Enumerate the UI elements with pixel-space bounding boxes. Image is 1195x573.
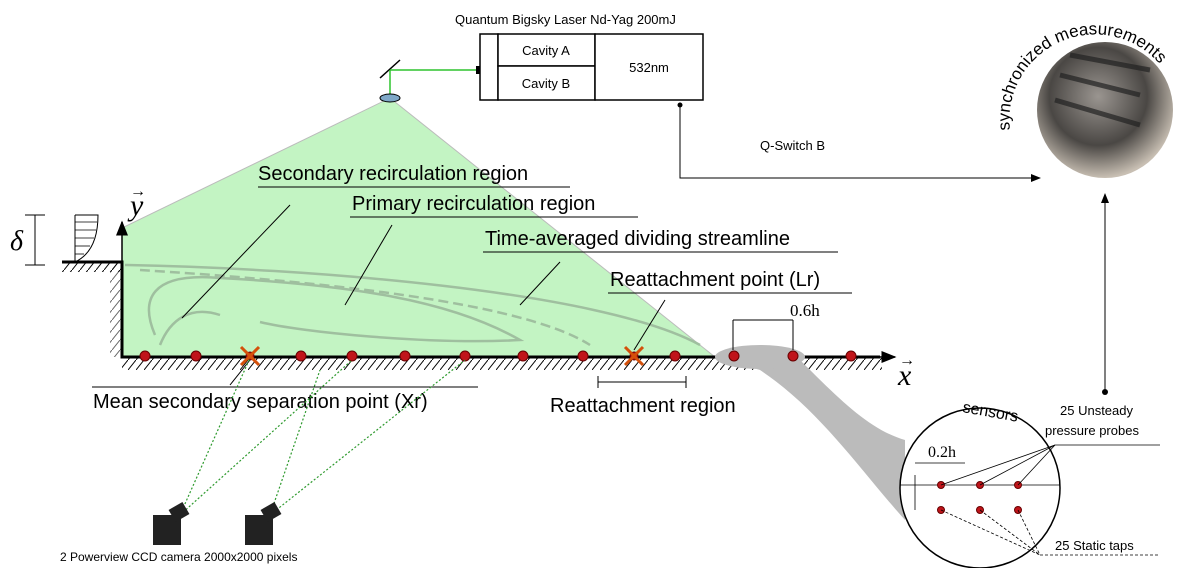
- svg-text:→: →: [899, 352, 915, 369]
- region-label: Secondary recirculation region: [258, 163, 528, 185]
- laser-title: Quantum Bigsky Laser Nd-Yag 200mJ: [455, 12, 676, 27]
- step-wall: [62, 260, 880, 359]
- zoom-shadow: [715, 346, 905, 520]
- trigger-label: Q-Switch B: [760, 138, 825, 153]
- laser-head: [479, 33, 499, 101]
- spacing-label: 0.2h: [928, 444, 956, 461]
- region-label: Primary recirculation region: [352, 193, 595, 215]
- camera-label: 2 Powerview CCD camera 2000x2000 pixels: [60, 550, 297, 564]
- light-sheet: [122, 98, 715, 357]
- delta-label: δ: [10, 226, 24, 257]
- camera: [153, 501, 190, 545]
- probes-label: pressure probes: [1045, 423, 1139, 438]
- region-label: Reattachment region: [550, 395, 736, 417]
- region-label: Reattachment point (Lr): [610, 269, 820, 291]
- spacing-label: 0.6h: [790, 301, 820, 320]
- taps-label: 25 Static taps: [1055, 538, 1134, 553]
- probes-label: 25 Unsteady: [1060, 403, 1133, 418]
- cavity-label: Cavity B: [522, 76, 570, 91]
- wavelength-label: 532nm: [629, 60, 669, 75]
- camera: [245, 501, 282, 545]
- x-axis-label: x: [897, 359, 912, 392]
- svg-text:→: →: [130, 183, 146, 200]
- region-label: Time-averaged dividing streamline: [485, 228, 790, 250]
- cavity-label: Cavity A: [522, 43, 570, 58]
- y-axis-label: y: [127, 189, 144, 222]
- region-label: Mean secondary separation point (Xr): [93, 391, 428, 413]
- streamlines: [124, 263, 701, 347]
